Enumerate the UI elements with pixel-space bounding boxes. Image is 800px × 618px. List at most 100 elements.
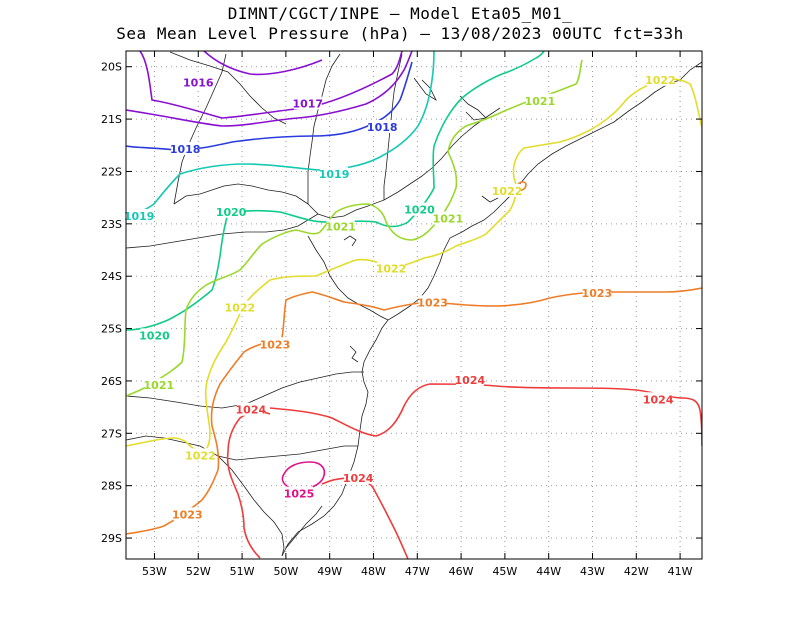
isobar-label-bg xyxy=(125,208,154,222)
y-tick-label: 26S xyxy=(101,375,122,388)
lake-north-1 xyxy=(413,77,437,102)
isobar-label-1022: 1022 xyxy=(492,185,523,198)
isobar-label-1024: 1024 xyxy=(236,404,267,417)
x-tick-label: 43W xyxy=(580,565,605,578)
isobar-label-bg xyxy=(217,204,246,218)
isobar-1024-b xyxy=(269,383,702,447)
isobar-1020 xyxy=(126,51,545,331)
x-tick-label: 42W xyxy=(624,565,649,578)
isobar-label-1017: 1017 xyxy=(292,97,323,110)
sc-border xyxy=(217,445,358,461)
isobar-1017 xyxy=(126,51,413,127)
y-tick-label: 20S xyxy=(101,61,122,74)
isobar-1025 xyxy=(281,461,326,490)
state-border-8 xyxy=(307,235,389,321)
isobar-label-bg xyxy=(186,448,215,462)
isobar-label-1022: 1022 xyxy=(185,449,216,462)
isobar-label-1022: 1022 xyxy=(376,262,407,275)
y-tick-label: 23S xyxy=(101,218,122,231)
isobar-1019 xyxy=(126,51,435,217)
isobar-label-bg xyxy=(344,470,373,484)
y-tick-label: 25S xyxy=(101,323,122,336)
isobar-label-bg xyxy=(582,285,611,299)
isobars xyxy=(126,51,702,559)
y-tick-label: 24S xyxy=(101,270,122,283)
y-tick-label: 28S xyxy=(101,480,122,493)
isobar-label-bg xyxy=(525,93,554,107)
isobar-label-bg xyxy=(455,372,484,386)
isobar-label-1019: 1019 xyxy=(319,168,350,181)
isobar-label-1022: 1022 xyxy=(645,74,676,87)
isobar-label-1016: 1016 xyxy=(183,76,214,89)
y-tick-label: 21S xyxy=(101,113,122,126)
lagoon-south xyxy=(285,505,323,549)
state-border-7 xyxy=(126,213,319,249)
isobar-label-bg xyxy=(433,211,462,225)
isobar-1024 xyxy=(226,411,271,559)
coastline xyxy=(281,61,702,557)
isobar-label-bg xyxy=(646,72,675,86)
guanabara xyxy=(481,195,499,203)
state-border-1 xyxy=(169,51,287,125)
isobar-label-1023: 1023 xyxy=(260,338,291,351)
isobar-label-bg xyxy=(173,507,202,521)
x-tick-label: 46W xyxy=(449,565,474,578)
isobar-label-bg xyxy=(236,402,265,416)
isobar-label-1024: 1024 xyxy=(643,393,674,406)
isobar-1024-c xyxy=(321,477,409,559)
x-tick-label: 51W xyxy=(230,565,255,578)
title-line-2: Sea Mean Level Pressure (hPa) – 13/08/20… xyxy=(116,24,684,43)
isobar-label-1021: 1021 xyxy=(144,379,175,392)
isobar-label-bg xyxy=(184,75,213,89)
isobar-label-bg xyxy=(493,183,522,197)
isobar-label-1025: 1025 xyxy=(284,488,315,501)
state-border-2 xyxy=(173,183,309,205)
isobar-label-1021: 1021 xyxy=(433,213,464,226)
isobar-label-1021: 1021 xyxy=(525,95,556,108)
isobar-1016-top xyxy=(203,51,323,76)
lake-north-2 xyxy=(459,95,487,121)
y-tick-label: 22S xyxy=(101,165,122,178)
isobar-label-bg xyxy=(144,378,173,392)
y-tick-label: 29S xyxy=(101,532,122,545)
isobar-label-bg xyxy=(225,300,254,314)
bay-santos xyxy=(343,235,357,247)
isobar-label-bg xyxy=(293,96,322,110)
isobar-label-bg xyxy=(644,392,673,406)
axis-ticks: 53W 52W 51W 50W 49W 48W 47W 46W 45W 44W 43W 42W 41W 2… xyxy=(101,51,702,578)
isobar-1021 xyxy=(126,59,583,397)
x-tick-label: 47W xyxy=(405,565,430,578)
isobar-label-bg xyxy=(377,261,406,275)
x-tick-label: 41W xyxy=(668,565,693,578)
isobar-label-1023: 1023 xyxy=(417,296,448,309)
isobar-label-1018: 1018 xyxy=(170,143,201,156)
isobar-label-1019: 1019 xyxy=(124,210,155,223)
isobar-1022 xyxy=(126,78,702,453)
bay-paranagua xyxy=(349,345,359,363)
isobar-label-bg xyxy=(405,202,434,216)
isobar-label-bg xyxy=(171,141,200,155)
title-line-1: DIMNT/CGCT/INPE – Model Eta05_M01_ xyxy=(227,4,573,23)
isobar-label-bg xyxy=(140,328,169,342)
y-tick-label: 27S xyxy=(101,427,122,440)
isobar-1016 xyxy=(139,51,403,119)
x-tick-label: 53W xyxy=(142,565,167,578)
isobar-label-1023: 1023 xyxy=(172,508,203,521)
isobar-label-1020: 1020 xyxy=(216,206,247,219)
state-border-3 xyxy=(307,107,501,219)
isobar-label-1022: 1022 xyxy=(225,302,256,315)
isobar-1018 xyxy=(126,61,413,151)
isobar-label-1020: 1020 xyxy=(139,329,170,342)
isobar-label-1021: 1021 xyxy=(325,220,356,233)
isobar-label-bg xyxy=(418,295,447,309)
isobar-label-bg xyxy=(368,119,397,133)
isobar-label-bg xyxy=(285,486,314,500)
state-border-9 xyxy=(126,371,364,409)
isobar-label-1023: 1023 xyxy=(582,287,613,300)
isobar-label-1024: 1024 xyxy=(343,472,374,485)
x-tick-label: 45W xyxy=(492,565,517,578)
isobar-label-1020: 1020 xyxy=(404,204,435,217)
isobar-label-1024: 1024 xyxy=(455,374,486,387)
